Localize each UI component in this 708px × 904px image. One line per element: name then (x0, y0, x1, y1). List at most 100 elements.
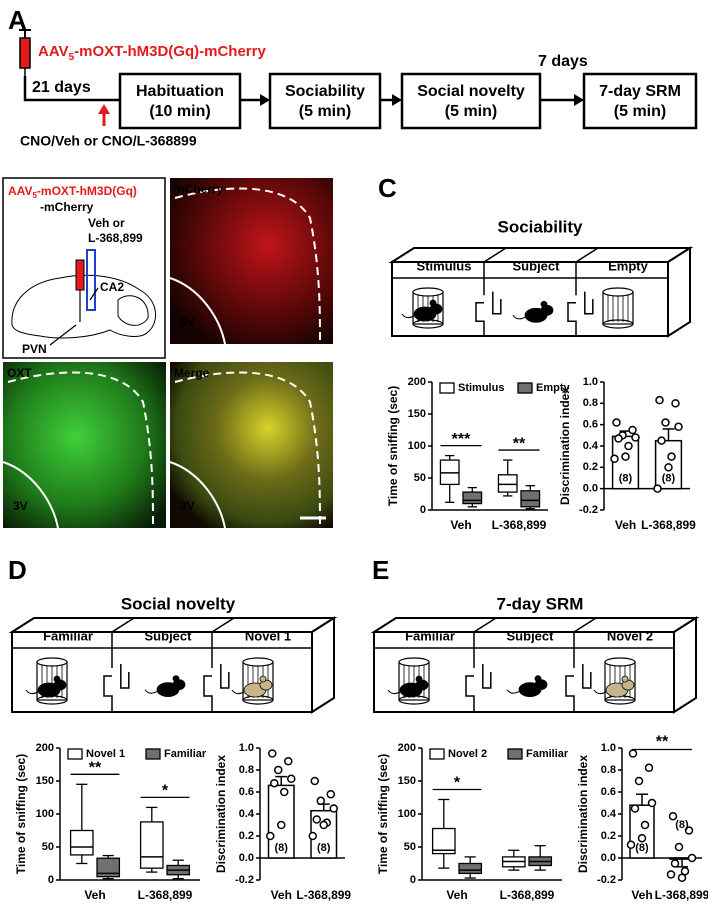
data-point (316, 796, 325, 806)
data-point (634, 776, 644, 786)
y-tick-label: 150 (408, 408, 426, 420)
virus-part: AAV (8, 184, 32, 198)
virus-part: 5 (32, 191, 37, 200)
x-tick-label: L-368,899 (138, 888, 193, 902)
x-tick-label: Veh (84, 888, 105, 902)
arrow-head (574, 94, 584, 106)
y-tick-label: 100 (408, 440, 426, 452)
y-tick-label: 200 (398, 742, 416, 754)
stage-name: Habituation (136, 83, 224, 100)
n-label: (8) (275, 842, 289, 854)
mouse-ear (534, 675, 542, 682)
y-tick-label: -0.2 (597, 874, 616, 886)
y-tick-label: 0.2 (239, 830, 254, 842)
y-tick-label: 1.0 (583, 376, 598, 388)
data-point (644, 763, 654, 773)
region-label: CA2 (100, 280, 124, 294)
mouse-tail (144, 689, 158, 694)
y-tick-label: 200 (36, 742, 54, 754)
data-point (626, 840, 636, 850)
y-tick-label: 0.4 (239, 808, 255, 820)
arena-side (311, 616, 335, 714)
data-point (326, 789, 335, 799)
chamber-label: Novel 1 (245, 628, 291, 643)
x-tick-label: Veh (271, 888, 292, 902)
legend-label: Stimulus (458, 382, 504, 394)
y-tick-label: 0 (410, 874, 416, 886)
chamber-label: Familiar (43, 628, 93, 643)
legend-swatch (507, 748, 523, 760)
y-tick-label: 100 (398, 808, 416, 820)
cage-base (602, 319, 634, 329)
box (462, 491, 483, 505)
y-axis-label: Time of sniffing (sec) (376, 754, 390, 874)
n-label: (8) (675, 819, 689, 831)
data-point (614, 434, 623, 443)
y-tick-label: 0 (420, 504, 426, 516)
y-tick-label: 0.2 (583, 461, 598, 473)
legend-label: Novel 1 (86, 748, 125, 760)
data-point (628, 425, 637, 435)
data-point (667, 452, 676, 461)
data-point (308, 831, 317, 841)
y-axis-label: Discrimination index (214, 755, 228, 873)
y-tick-label: 100 (36, 808, 54, 820)
box (497, 474, 518, 493)
y-tick-label: 0.6 (239, 786, 254, 798)
legend-label: Empty (536, 382, 571, 394)
legend-label: Familiar (526, 748, 569, 760)
data-point (274, 765, 283, 775)
box (520, 490, 541, 508)
virus-part: -mOXT-hM3D(Gq)-mCherry (74, 43, 266, 60)
y-tick-label: 0.0 (239, 852, 254, 864)
brain-outline (11, 274, 156, 339)
y-tick-label: 0.8 (239, 764, 254, 776)
y-tick-label: 0.0 (601, 852, 616, 864)
y-axis-label: Discrimination index (558, 387, 572, 505)
stage-name: Sociability (285, 83, 365, 100)
legend-swatch (439, 382, 455, 394)
data-point (664, 463, 673, 472)
region-label: 3V (180, 499, 195, 513)
cage-top (36, 657, 68, 667)
cannula (86, 249, 96, 311)
virus-label: AAV5-mOXT-hM3D(Gq)-mCherry (38, 43, 266, 63)
y-tick-label: 50 (414, 472, 426, 484)
legend-swatch (517, 382, 533, 394)
region-label: 3V (180, 315, 195, 329)
chamber-label: Familiar (405, 628, 455, 643)
y-tick-label: 50 (404, 841, 416, 853)
divider (565, 617, 597, 712)
y-tick-label: 0 (48, 874, 54, 886)
micrograph (170, 178, 333, 344)
interval: 7 days (538, 53, 588, 70)
ca2-arrow (89, 287, 99, 301)
y-tick-label: 0.0 (583, 483, 598, 495)
chamber-label: Subject (507, 628, 555, 643)
treatment: CNO/Veh or CNO/L-368899 (20, 133, 197, 149)
y-tick-label: -0.2 (579, 504, 598, 516)
data-point (640, 820, 650, 830)
y-tick-label: 0.8 (583, 397, 598, 409)
data-point (612, 418, 621, 427)
micrograph (170, 362, 333, 528)
data-point (280, 787, 289, 797)
n-label: (8) (317, 842, 331, 854)
mouse-tail (593, 689, 607, 695)
significance: ** (656, 734, 669, 751)
stage-duration: (5 min) (614, 103, 666, 120)
chamber-label: Subject (145, 628, 193, 643)
y-axis-label: Time of sniffing (sec) (386, 386, 400, 506)
data-point (637, 833, 647, 843)
data-point (687, 853, 697, 863)
data-point (624, 441, 633, 451)
y-axis-label: Time of sniffing (sec) (14, 754, 28, 874)
panel-letter: E (372, 555, 389, 585)
data-point (329, 804, 338, 813)
data-point (666, 870, 676, 879)
panel-letter: C (378, 173, 397, 203)
y-axis-label: Discrimination index (576, 755, 590, 873)
channel-label: Merge (174, 366, 210, 380)
